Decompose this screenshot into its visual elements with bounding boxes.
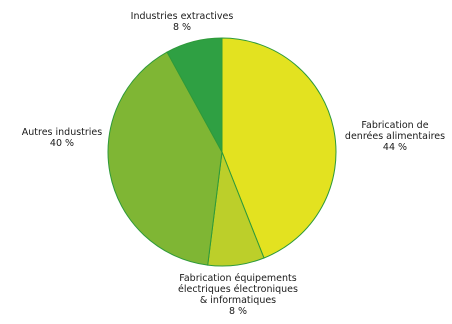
slice-name-label: Autres industries bbox=[22, 127, 103, 138]
pie-slice-3 bbox=[166, 37, 223, 153]
pie-slice-2 bbox=[107, 51, 223, 266]
pie-slices bbox=[107, 37, 337, 267]
slice-name-label: denrées alimentaires bbox=[345, 131, 445, 142]
slice-name-label: Fabrication de bbox=[361, 120, 428, 131]
slice-label-2: Autres industries 40 % bbox=[22, 127, 103, 149]
pie-labels: Fabrication de denrées alimentaires 44 %Fa… bbox=[22, 11, 445, 317]
slice-value-label: 8 % bbox=[173, 22, 191, 33]
slice-value-label: 40 % bbox=[50, 138, 74, 149]
slice-label-0: Fabrication de denrées alimentaires 44 % bbox=[345, 120, 445, 153]
slice-name-label: Industries extractives bbox=[131, 11, 234, 22]
slice-label-3: Industries extractives 8 % bbox=[131, 11, 234, 33]
slice-label-1: Fabrication équipements électriques élect… bbox=[178, 273, 298, 317]
slice-value-label: 44 % bbox=[383, 142, 407, 153]
slice-value-label: 8 % bbox=[229, 306, 247, 317]
pie-slice-0 bbox=[221, 37, 337, 259]
slice-name-label: & informatiques bbox=[200, 295, 276, 306]
slice-name-label: Fabrication équipements bbox=[179, 273, 297, 284]
slice-name-label: électriques électroniques bbox=[178, 284, 298, 295]
